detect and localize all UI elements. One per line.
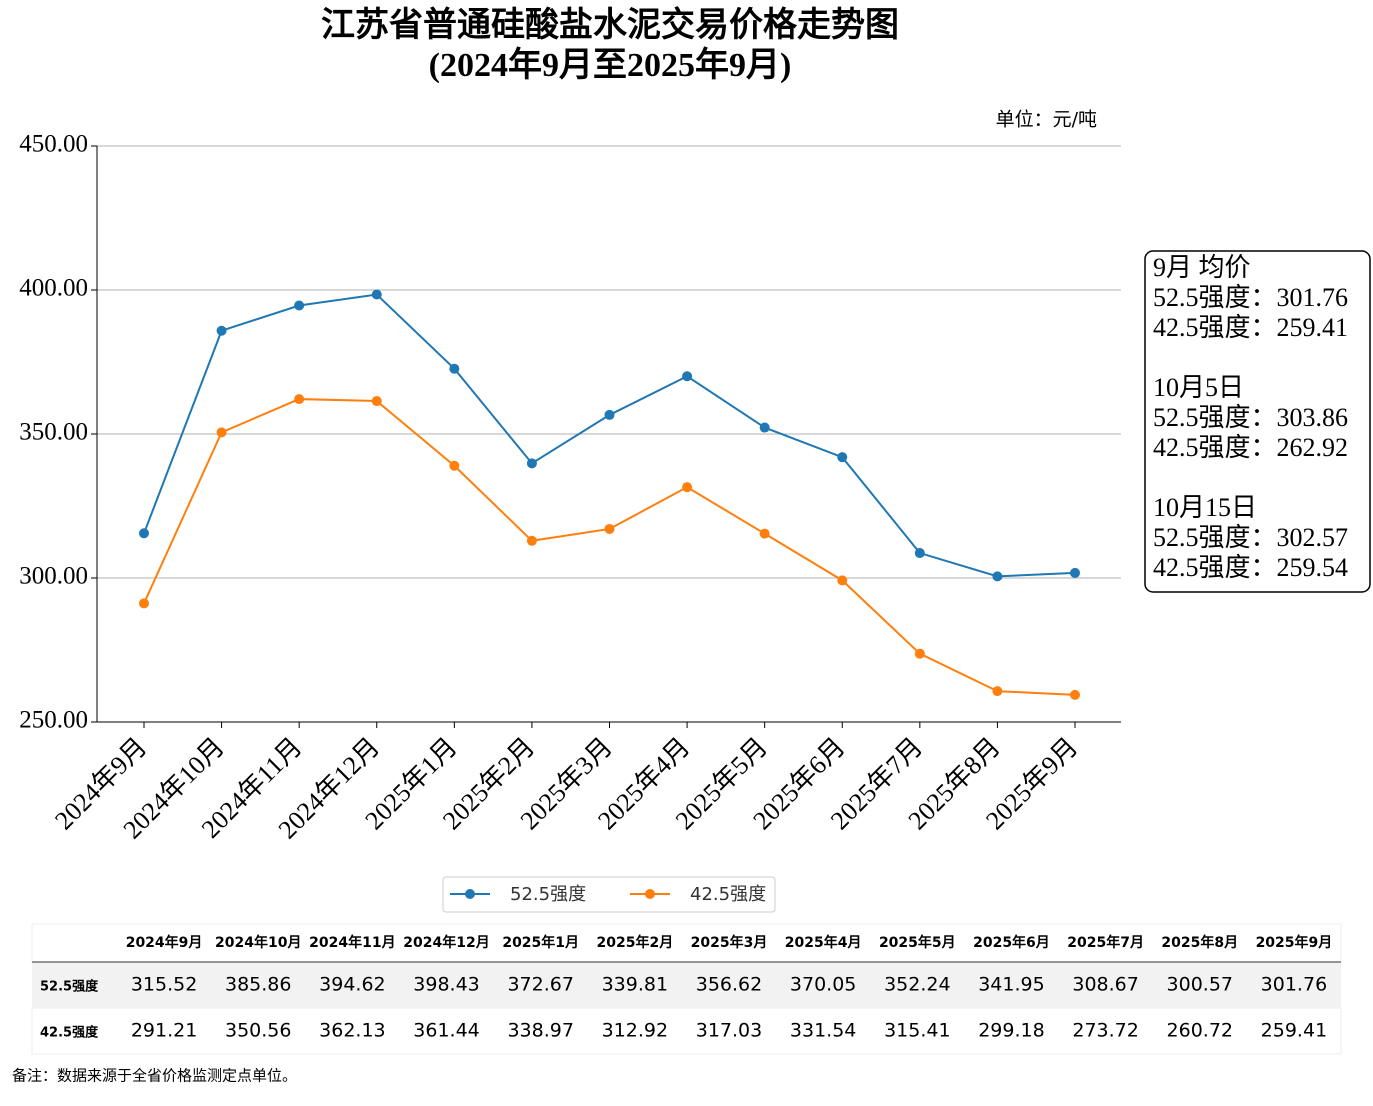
legend-label: 42.5强度	[690, 884, 766, 905]
table-header: 2025年4月	[785, 934, 862, 951]
marker	[216, 325, 227, 336]
table-row-bg	[32, 962, 1341, 1008]
table-cell: 315.52	[131, 974, 197, 996]
unit-label: 单位：元/吨	[996, 109, 1097, 131]
table-cell: 315.41	[884, 1020, 950, 1042]
marker	[371, 396, 382, 407]
table-header: 2025年9月	[1256, 934, 1333, 951]
table-header: 2024年12月	[403, 934, 489, 951]
table-cell: 361.44	[413, 1020, 479, 1042]
marker	[139, 528, 149, 539]
marker	[294, 394, 305, 405]
marker	[837, 575, 848, 586]
marker	[449, 460, 460, 471]
annotation-text: 10月5日	[1153, 373, 1244, 402]
marker	[1070, 689, 1080, 700]
legend-marker	[645, 889, 655, 899]
marker	[216, 427, 227, 438]
table-cell: 398.43	[413, 974, 479, 996]
table-header: 2024年10月	[215, 934, 301, 951]
table-header: 2025年5月	[879, 934, 956, 951]
table-cell: 356.62	[696, 974, 762, 996]
marker	[759, 422, 770, 433]
table-cell: 372.67	[507, 974, 573, 996]
line	[143, 293, 1076, 578]
table-cell: 301.76	[1261, 974, 1327, 996]
annotation-text: 42.5强度：262.92	[1153, 433, 1348, 462]
marker	[294, 300, 305, 311]
table-header: 2025年7月	[1067, 934, 1144, 951]
table-row-label: 42.5强度	[40, 1025, 99, 1041]
chart-subtitle: (2024年9月至2025年9月)	[429, 46, 792, 84]
table-cell: 341.95	[978, 974, 1044, 996]
y-tick-label: 400.00	[19, 275, 88, 302]
marker	[682, 371, 693, 382]
table-header: 2025年2月	[596, 934, 673, 951]
table-header: 2025年1月	[502, 934, 579, 951]
table-cell: 331.54	[790, 1020, 856, 1042]
annotation-text: 52.5强度：303.86	[1153, 403, 1348, 432]
table-cell: 394.62	[319, 974, 385, 996]
table-cell: 362.13	[319, 1020, 385, 1042]
table-cell: 299.18	[978, 1020, 1044, 1042]
table-cell: 338.97	[507, 1020, 573, 1042]
table-header: 2025年6月	[973, 934, 1050, 951]
table-cell: 339.81	[602, 974, 668, 996]
marker	[604, 409, 615, 420]
table-cell: 350.56	[225, 1020, 291, 1042]
table-header: 2025年3月	[691, 934, 768, 951]
table-cell: 317.03	[696, 1020, 762, 1042]
marker	[914, 548, 925, 559]
table-cell: 385.86	[225, 974, 291, 996]
footnote: 备注：数据来源于全省价格监测定点单位。	[12, 1067, 297, 1085]
annotation-text: 52.5强度：301.76	[1153, 283, 1348, 312]
marker	[526, 458, 537, 469]
marker	[139, 598, 149, 609]
marker	[992, 686, 1003, 697]
table-cell: 260.72	[1167, 1020, 1233, 1042]
marker	[1070, 567, 1080, 578]
table-cell: 308.67	[1072, 974, 1138, 996]
annotation-text: 42.5强度：259.41	[1153, 313, 1348, 342]
table-cell: 291.21	[131, 1020, 197, 1042]
table-cell: 273.72	[1072, 1020, 1138, 1042]
table-cell: 312.92	[602, 1020, 668, 1042]
table-cell: 352.24	[884, 974, 950, 996]
marker	[449, 363, 460, 374]
legend-box	[442, 876, 776, 913]
line	[143, 398, 1076, 696]
y-tick-label: 450.00	[19, 131, 88, 158]
table-row-label: 52.5强度	[40, 979, 99, 995]
table-header: 2024年9月	[126, 934, 203, 951]
marker	[914, 648, 925, 659]
table-cell: 370.05	[790, 974, 856, 996]
legend-label: 52.5强度	[510, 884, 586, 905]
annotation-text: 10月15日	[1153, 493, 1257, 522]
marker	[759, 528, 770, 539]
table-header: 2025年8月	[1161, 934, 1238, 951]
annotation-text: 52.5强度：302.57	[1153, 523, 1348, 552]
y-tick-label: 300.00	[19, 563, 88, 590]
table-header-bg	[31, 923, 1342, 963]
annotation-text: 9月 均价	[1153, 253, 1251, 282]
table-header: 2024年11月	[309, 934, 395, 951]
marker	[992, 571, 1003, 582]
table-row-bg	[31, 1007, 1342, 1055]
marker	[526, 535, 537, 546]
annotation-text: 42.5强度：259.54	[1153, 553, 1348, 582]
chart-title: 江苏省普通硅酸盐水泥交易价格走势图	[321, 5, 899, 44]
y-tick-label: 350.00	[19, 419, 88, 446]
marker	[682, 482, 693, 493]
legend-marker	[465, 889, 475, 899]
table-cell: 259.41	[1261, 1020, 1327, 1042]
table-cell: 300.57	[1167, 974, 1233, 996]
marker	[604, 523, 615, 534]
marker	[371, 289, 382, 300]
y-tick-label: 250.00	[19, 707, 88, 734]
marker	[837, 452, 848, 463]
annotation-box	[1144, 250, 1371, 593]
